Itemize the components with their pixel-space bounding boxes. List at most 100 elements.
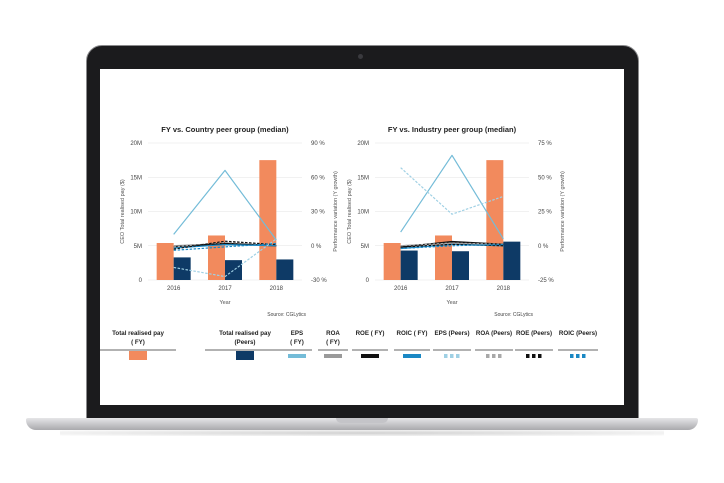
- y2-tick-label: 60 %: [311, 175, 325, 181]
- x-axis-label: Year: [219, 300, 230, 306]
- bar-fy: [208, 235, 225, 280]
- legend-swatch-dash: [570, 354, 574, 358]
- y-tick-label: 5M: [361, 244, 369, 250]
- y-tick-label: 20M: [357, 141, 369, 147]
- legend-swatch-dash: [532, 354, 536, 358]
- legend-label-sub: ( FY): [290, 339, 304, 346]
- webcam-icon: [358, 54, 363, 59]
- y2-tick-label: -30 %: [311, 278, 327, 284]
- y2-tick-label: 30 %: [311, 210, 325, 216]
- series-line-eps-fy: [400, 154, 504, 240]
- legend-swatch: [288, 354, 306, 358]
- y-tick-label: 0: [366, 278, 370, 284]
- bar-fy: [435, 235, 452, 280]
- laptop-screen: FY vs. Country peer group (median) 0 5M 10M…: [100, 69, 624, 405]
- legend-swatch: [324, 354, 342, 358]
- source-note: Source: CGLytics: [494, 312, 533, 318]
- y-tick-label: 15M: [130, 175, 142, 181]
- bar-fy: [383, 243, 401, 280]
- bar-peers: [452, 251, 469, 280]
- legend-swatch: [236, 351, 254, 360]
- legend-swatch-dash: [456, 354, 460, 358]
- y2-tick-label: 90 %: [311, 141, 325, 147]
- legend-label-sub: ( FY): [326, 339, 340, 346]
- x-tick-label: 2017: [445, 286, 459, 292]
- bar-peers: [225, 260, 242, 280]
- legend-swatch-dash: [444, 354, 448, 358]
- legend-label: EPS: [291, 330, 303, 337]
- legend-swatch-dash: [486, 354, 490, 358]
- series-line-eps-peers: [173, 238, 277, 278]
- laptop-base: [26, 418, 698, 430]
- y-tick-label: 10M: [357, 210, 369, 216]
- y2-tick-label: 25 %: [538, 210, 552, 216]
- legend-swatch-dash: [492, 354, 496, 358]
- legend-swatch-dash: [498, 354, 502, 358]
- bar-fy: [259, 160, 277, 280]
- legend-label: Total realised pay: [112, 330, 164, 337]
- legend-swatch: [403, 354, 421, 358]
- chart-title: FY vs. Industry peer group (median): [388, 125, 517, 134]
- y2-tick-label: 0 %: [538, 244, 549, 250]
- y-axis-label: CEO Total realised pay ($): [120, 179, 126, 244]
- chart-industry-peer-group: FY vs. Industry peer group (median) 0 5M 10…: [347, 125, 566, 318]
- series-line-roa-peers: [400, 242, 504, 247]
- series-line-roic-peers: [400, 243, 504, 250]
- x-tick-label: 2017: [218, 286, 232, 292]
- bar-peers: [503, 241, 521, 280]
- x-tick-label: 2018: [270, 286, 284, 292]
- legend-label: EPS (Peers): [434, 330, 469, 337]
- legend-label: Total realised pay: [219, 330, 271, 337]
- trackpad-notch: [336, 418, 388, 423]
- y-axis-label: CEO Total realised pay ($): [347, 179, 353, 244]
- y2-axis-label: Performance variation (Y growth): [560, 171, 566, 252]
- legend-label-sub: ( FY): [131, 339, 145, 346]
- legend-swatch-dash: [582, 354, 586, 358]
- legend-label-sub: (Peers): [235, 339, 256, 346]
- legend-label: ROIC ( FY): [397, 330, 428, 337]
- x-tick-label: 2016: [167, 286, 181, 292]
- laptop-shadow: [60, 430, 664, 436]
- y2-tick-label: -25 %: [538, 278, 554, 284]
- series-line-eps-fy: [173, 169, 277, 241]
- bar-fy: [156, 243, 174, 280]
- source-note: Source: CGLytics: [267, 312, 306, 318]
- y-tick-label: 5M: [134, 244, 142, 250]
- bar-fy: [486, 160, 504, 280]
- dashboard-canvas: FY vs. Country peer group (median) 0 5M 10M…: [100, 125, 598, 360]
- legend-label: ROE ( FY): [356, 330, 385, 337]
- legend-label: ROE (Peers): [516, 330, 552, 337]
- y2-tick-label: 75 %: [538, 141, 552, 147]
- legend-swatch: [570, 354, 586, 358]
- series-line-eps-peers: [400, 167, 504, 215]
- legend-swatch: [444, 354, 460, 358]
- x-tick-label: 2018: [497, 286, 511, 292]
- legend-swatch-dash: [538, 354, 542, 358]
- legend-swatch: [486, 354, 502, 358]
- legend-swatch-dash: [526, 354, 530, 358]
- series-line-roe-peers: [173, 240, 277, 250]
- legend-label: ROIC (Peers): [559, 330, 597, 337]
- chart-title: FY vs. Country peer group (median): [161, 125, 289, 134]
- legend-swatch: [361, 354, 379, 358]
- legend-label: ROA (Peers): [476, 330, 512, 337]
- y2-tick-label: 0 %: [311, 244, 322, 250]
- y-tick-label: 0: [139, 278, 143, 284]
- y-tick-label: 20M: [130, 141, 142, 147]
- legend-swatch-dash: [450, 354, 454, 358]
- y-tick-label: 10M: [130, 210, 142, 216]
- x-axis-label: Year: [446, 300, 457, 306]
- y2-tick-label: 50 %: [538, 175, 552, 181]
- y-tick-label: 15M: [357, 175, 369, 181]
- bar-peers: [400, 250, 418, 280]
- legend-swatch-dash: [576, 354, 580, 358]
- legend-label: ROA: [326, 330, 340, 337]
- chart-legend: Total realised pay ( FY) Total realised pa…: [100, 330, 598, 360]
- series-line-roic-peers: [173, 242, 277, 251]
- y2-axis-label: Performance variation (Y growth): [333, 171, 339, 252]
- legend-swatch: [526, 354, 542, 358]
- legend-swatch: [129, 351, 147, 360]
- bar-peers: [276, 259, 294, 280]
- x-tick-label: 2016: [394, 286, 408, 292]
- chart-country-peer-group: FY vs. Country peer group (median) 0 5M 10M…: [120, 125, 339, 318]
